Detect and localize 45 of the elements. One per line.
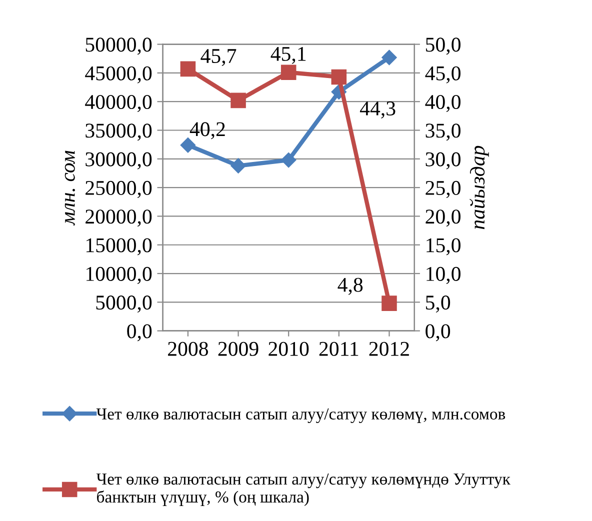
y-tick-label: 45000,0 (85, 66, 152, 84)
y2-tick-label: 5,0 (426, 296, 450, 313)
y-tick-label: 50000,0 (86, 38, 152, 55)
point (281, 152, 296, 168)
y2-tick-label: 50,0 (426, 38, 460, 55)
y-tick-label: 35000,0 (86, 124, 152, 141)
data-label: 40,2 (190, 122, 225, 140)
point (280, 64, 296, 80)
y-tick-label: 40000,0 (85, 94, 152, 112)
y-tick-label: 15000,0 (86, 238, 152, 256)
legend-label: Чет өлкө валютасын сатып алуу/сатуу көлөмүндө Улуттук банктын үлүшү, % (оң шкала) (96, 474, 510, 506)
data-label: 4,8 (338, 278, 363, 295)
y2-tick-label: 15,0 (426, 238, 460, 256)
point (180, 138, 196, 153)
data-label: 45,7 (200, 49, 236, 66)
y2-tick-label: 0,0 (426, 324, 450, 342)
y-tick-label: 0,0 (127, 324, 152, 342)
y-axis-title: млн. сом (64, 150, 75, 226)
y2-tick-label: 20,0 (426, 210, 460, 227)
point (180, 61, 196, 77)
y2-tick-label: 30,0 (426, 152, 460, 170)
y2-tick-label: 40,0 (425, 94, 460, 112)
x-tick-label: 2010 (268, 342, 309, 356)
y2-axis-title: пайыздар (470, 146, 489, 230)
y-tick-label: 5000,0 (96, 296, 152, 313)
point (382, 50, 397, 66)
x-tick-label: 2012 (369, 342, 409, 356)
y2-tick-label: 45,0 (425, 66, 460, 84)
y-tick-label: 30000,0 (86, 152, 152, 170)
y-tick-label: 20000,0 (86, 210, 152, 227)
y2-tick-label: 25,0 (426, 180, 460, 198)
y2-tick-label: 35,0 (426, 124, 460, 141)
point (331, 69, 347, 85)
x-tick-label: 2009 (218, 342, 258, 356)
x-tick-label: 2008 (168, 342, 208, 356)
x-tick-label: 2011 (319, 342, 358, 356)
data-label: 44,3 (360, 102, 396, 118)
point (230, 92, 246, 108)
y-tick-label: 10000,0 (86, 266, 152, 284)
point (382, 296, 397, 311)
y-tick-label: 25000,0 (86, 180, 152, 198)
legend-label: Чет өлкө валютасын сатып алуу/сатуу көлөмү, млн.сомов (96, 408, 506, 424)
point (230, 158, 246, 174)
data-label: 45,1 (270, 46, 306, 64)
y2-tick-label: 10,0 (426, 266, 460, 284)
